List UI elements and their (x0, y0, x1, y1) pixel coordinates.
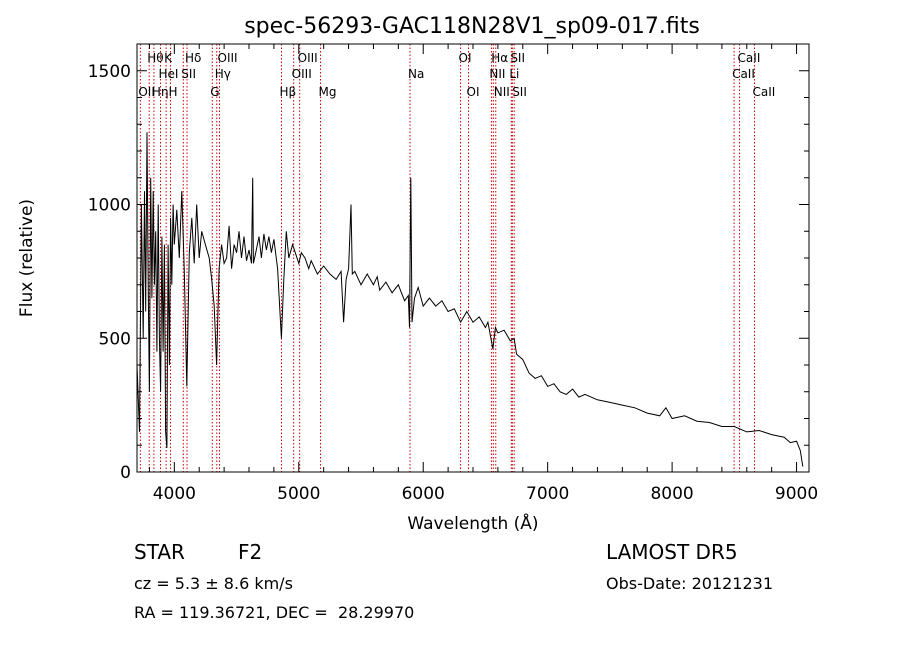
line-marker-label: CaII (752, 85, 775, 99)
line-marker-label: CaII (738, 51, 761, 65)
line-marker-label: NII (489, 67, 505, 81)
line-marker-label: Mg (319, 85, 337, 99)
emission-line-labels: OII Hθ Hη HeI K H SII Hδ G Hγ OIII Hβ OIII OIII Mg Na OI… (138, 51, 775, 99)
line-marker-label: SII (181, 67, 196, 81)
coordinates-readout: RA = 119.36721, DEC = 28.29970 (134, 603, 415, 622)
line-marker-label: Na (408, 67, 424, 81)
line-marker-label: SII (512, 85, 527, 99)
line-marker-label: K (164, 51, 173, 65)
y-tick-label: 0 (120, 463, 131, 483)
y-tick-label: 1000 (88, 196, 131, 216)
y-tick-label: 1500 (88, 62, 131, 82)
y-axis: 0 500 1000 1500 (88, 62, 809, 483)
x-tick-label: 5000 (277, 484, 320, 504)
line-marker-label: HeI (159, 67, 179, 81)
x-tick-label: 4000 (153, 484, 196, 504)
x-axis: 4000 5000 6000 7000 8000 9000 (148, 44, 818, 504)
x-tick-label: 9000 (775, 484, 818, 504)
line-marker-label: OI (467, 85, 480, 99)
line-marker-label: Hβ (279, 85, 296, 99)
redshift-readout: cz = 5.3 ± 8.6 km/s (134, 574, 293, 593)
line-marker-label: Hθ (147, 51, 163, 65)
survey-name: LAMOST DR5 (606, 540, 738, 564)
y-axis-label: Flux (relative) (17, 199, 37, 317)
spectrum-series-line (136, 132, 804, 467)
line-marker-label: OIII (298, 51, 318, 65)
line-marker-label: Li (509, 67, 519, 81)
line-marker-label: OIII (218, 51, 238, 65)
line-marker-label: CaII (732, 67, 755, 81)
line-marker-label: G (210, 85, 219, 99)
x-axis-label: Wavelength (Å) (407, 512, 538, 534)
line-marker-label: SII (510, 51, 525, 65)
line-marker-label: OII (138, 85, 155, 99)
x-tick-label: 8000 (650, 484, 693, 504)
y-tick-label: 500 (99, 329, 131, 349)
line-marker-label: Hη (152, 85, 169, 99)
line-marker-label: Hα (491, 51, 508, 65)
line-marker-label: Hγ (215, 67, 231, 81)
line-marker-label: OIII (292, 67, 312, 81)
line-marker-label: Hδ (185, 51, 201, 65)
plot-frame (136, 43, 810, 473)
object-subclass: F2 (238, 540, 263, 564)
spectrum-chart: spec-56293-GAC118N28V1_sp09-017.fits OII… (17, 14, 818, 534)
x-tick-label: 6000 (402, 484, 445, 504)
object-class: STAR (134, 540, 185, 564)
x-tick-label: 7000 (526, 484, 569, 504)
line-marker-label: OI (459, 51, 472, 65)
line-marker-label: NII (494, 85, 510, 99)
emission-line-markers (139, 44, 755, 472)
chart-title: spec-56293-GAC118N28V1_sp09-017.fits (244, 14, 700, 39)
line-marker-label: H (168, 85, 177, 99)
observation-date: Obs-Date: 20121231 (606, 574, 774, 593)
